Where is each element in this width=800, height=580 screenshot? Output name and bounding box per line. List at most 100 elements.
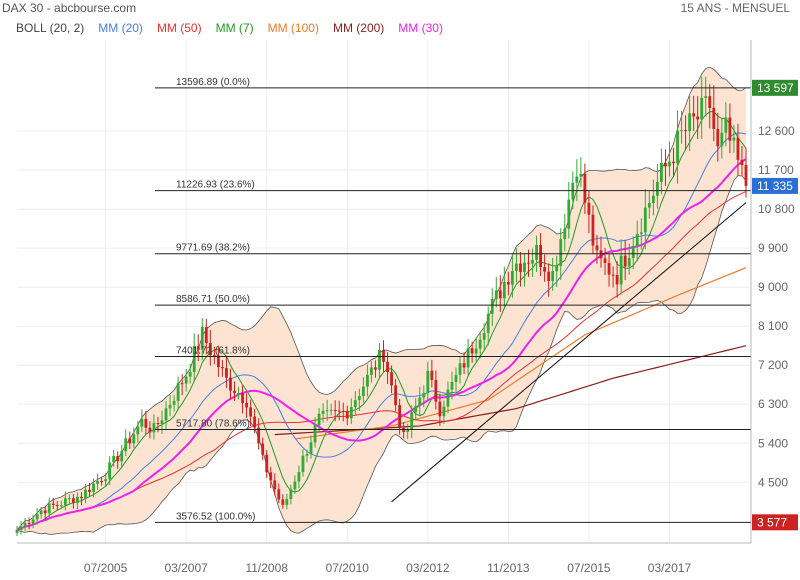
candle-body: [716, 128, 720, 147]
candle-body: [301, 455, 305, 473]
candle-body: [688, 113, 692, 132]
candle-body: [51, 503, 55, 506]
candle-body: [563, 228, 567, 240]
candle-body: [164, 408, 168, 421]
ma-line-100: [294, 267, 747, 440]
legend-item: MM (50): [156, 21, 202, 35]
candle-body: [631, 246, 635, 258]
legend-item: MM (20): [98, 21, 143, 35]
candle-body: [736, 137, 740, 160]
candle-body: [680, 130, 683, 132]
x-tick-label: 07/2015: [567, 561, 611, 575]
candle-body: [269, 472, 273, 481]
y-tick-label: 6 300: [758, 397, 788, 411]
candle-body: [414, 406, 418, 413]
candle-body: [728, 117, 732, 141]
candle-body: [696, 116, 700, 120]
candle-body: [325, 410, 329, 412]
candle-body: [172, 400, 176, 405]
y-tick-label: 8 100: [758, 319, 788, 333]
candle-body: [595, 245, 599, 251]
candle-body: [23, 522, 27, 527]
candle-body: [321, 410, 325, 414]
candle-body: [559, 239, 563, 266]
candle-body: [523, 262, 526, 273]
candle-body: [237, 392, 240, 394]
trendline: [391, 202, 747, 503]
fib-label: 3576.52 (100.0%): [176, 511, 256, 522]
candle-body: [152, 423, 156, 433]
x-tick-label: 11/2013: [487, 561, 530, 575]
candle-body: [466, 348, 470, 368]
candle-body: [15, 529, 19, 533]
candle-body: [357, 396, 361, 401]
bollinger-fill: [17, 67, 746, 535]
candle-body: [148, 427, 152, 433]
candle-body: [599, 250, 603, 259]
candle-body: [208, 343, 212, 356]
candle-body: [676, 130, 679, 164]
candle-body: [160, 420, 164, 425]
y-tick-label: 11 700: [758, 163, 794, 177]
candle-body: [305, 454, 309, 456]
candle-body: [84, 489, 87, 499]
legend: BOLL (20, 2) MM (20) MM (50) MM (7) MM (100)…: [16, 21, 457, 35]
candle-body: [212, 355, 216, 357]
y-tick-label: 7 200: [758, 358, 788, 372]
candle-body: [124, 438, 128, 452]
candle-body: [720, 132, 724, 147]
x-tick-label: 03/2012: [406, 561, 450, 575]
candle-body: [31, 519, 35, 524]
candle-body: [92, 483, 95, 492]
candle-body: [506, 282, 510, 285]
candle-body: [571, 182, 575, 200]
legend-item: MM (7): [215, 21, 254, 35]
candle-body: [337, 410, 341, 412]
legend-item: MM (30): [398, 21, 443, 35]
candle-body: [233, 390, 236, 393]
candle-body: [410, 412, 414, 430]
candle-body: [515, 263, 518, 271]
fib-label: 5717.80 (78.6%): [176, 418, 250, 429]
candle-body: [229, 377, 232, 391]
candle-body: [502, 282, 506, 299]
price-badges: 13 597 11 335 3 577: [752, 79, 798, 531]
candle-body: [406, 429, 410, 432]
candle-body: [635, 233, 639, 247]
candle-body: [100, 480, 103, 482]
candle-body: [458, 363, 462, 375]
candle-body: [390, 372, 393, 386]
candle-body: [176, 383, 180, 401]
candle-body: [108, 462, 112, 480]
candle-body: [188, 372, 192, 377]
candle-body: [249, 407, 253, 417]
y-tick-label: 12 600: [758, 124, 795, 138]
y-tick-label: 9 900: [758, 241, 788, 255]
candle-body: [265, 454, 269, 473]
candle-body: [470, 348, 474, 354]
candle-body: [627, 257, 631, 267]
candle-body: [144, 418, 148, 428]
candle-body: [329, 410, 333, 412]
fib-label: 8586.71 (50.0%): [176, 294, 250, 305]
candle-body: [204, 326, 208, 344]
candle-body: [59, 505, 63, 507]
candle-body: [418, 397, 422, 407]
candle-body: [619, 255, 623, 285]
x-tick-label: 11/2008: [245, 561, 288, 575]
candle-body: [531, 259, 534, 264]
candle-body: [71, 498, 75, 503]
candle-body: [80, 496, 83, 499]
candle-body: [651, 195, 655, 204]
price-badge-label: 11 335: [757, 179, 793, 193]
candle-body: [551, 271, 555, 281]
ma-line-50: [16, 191, 747, 531]
candle-body: [333, 410, 337, 412]
fib-label: 7401.72 (61.8%): [176, 345, 250, 356]
candle-body: [281, 499, 285, 505]
candle-body: [575, 176, 579, 183]
bollinger-band: [16, 66, 747, 535]
candle-body: [668, 161, 671, 167]
candle-body: [607, 262, 611, 275]
